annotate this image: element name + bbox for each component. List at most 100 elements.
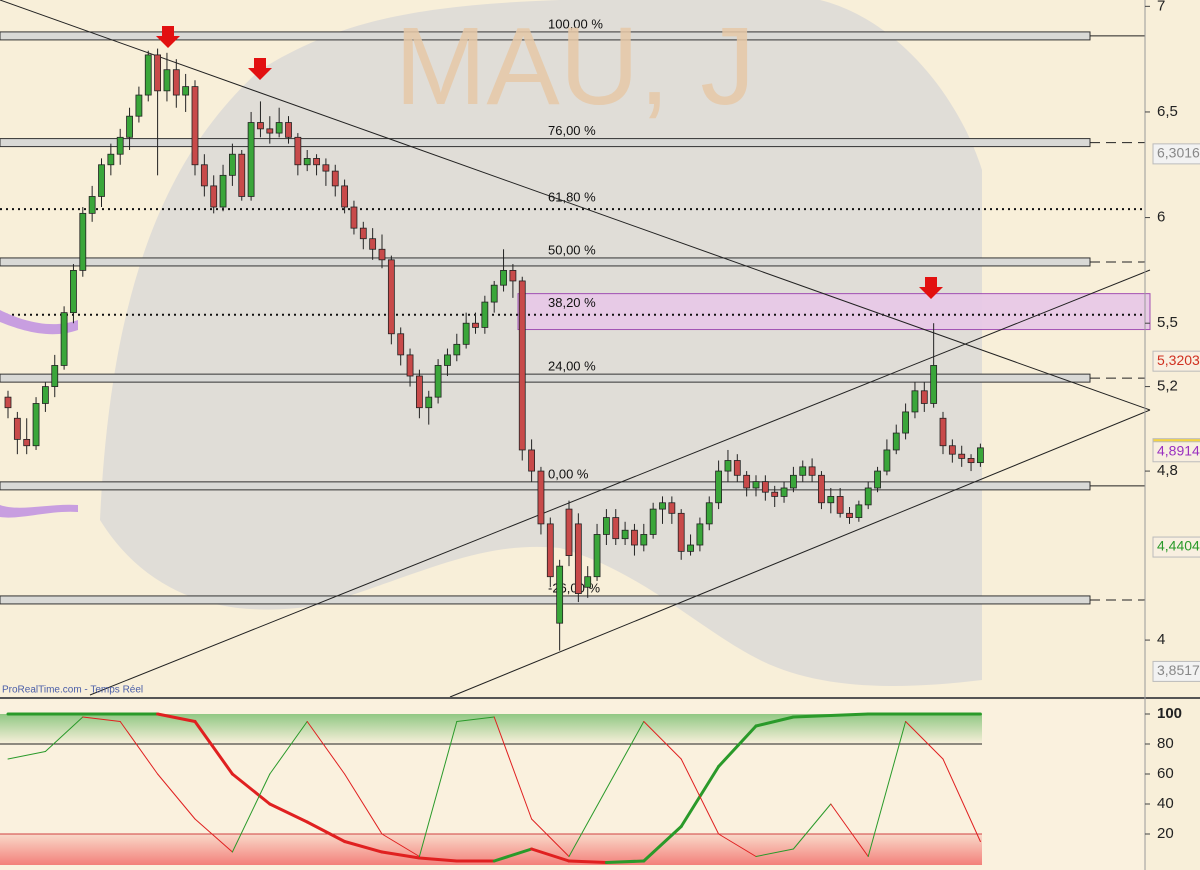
fib-bar (0, 138, 1091, 148)
candle-body (415, 375, 423, 409)
osc-line (718, 833, 757, 857)
osc-line (792, 803, 832, 850)
candle-body (191, 86, 199, 166)
osc-line (492, 847, 534, 863)
osc-line (717, 724, 758, 768)
candle-body (378, 248, 386, 261)
candle-body (303, 158, 311, 166)
price-tag (1152, 441, 1200, 463)
price-tag (1152, 536, 1200, 558)
fib-layer: 100,00 % 76,00 % 61,80 % 50,00 % 38,20 % 24,0… (0, 16, 1145, 605)
candle-body (4, 396, 12, 409)
osc-line (605, 721, 645, 790)
candle-body (210, 185, 218, 208)
osc-line (567, 859, 608, 864)
candle-body (98, 164, 105, 197)
candle-body (715, 470, 722, 504)
fib-label: 100,00 % (548, 16, 603, 31)
osc-line (230, 772, 272, 806)
candle-body (369, 238, 377, 250)
candle-body (509, 269, 517, 282)
osc-tick-label: 60 (1157, 765, 1174, 782)
candle-body (182, 86, 190, 96)
candle-body (434, 365, 442, 398)
fib-bar (0, 373, 1091, 383)
candle-body (490, 284, 498, 303)
osc-tick-label: 100 (1157, 705, 1182, 722)
candle-body (911, 390, 919, 413)
fib-bar (0, 481, 1091, 491)
candle-body (705, 502, 713, 525)
candle-body (163, 69, 171, 92)
osc-line (269, 721, 308, 775)
candle-body (659, 502, 666, 510)
candle-body (500, 269, 507, 286)
candle-body (107, 153, 115, 166)
candle-body (247, 122, 255, 197)
candle-body (88, 196, 96, 214)
candle-body (920, 390, 928, 404)
candle-body (565, 508, 573, 556)
candle-body (200, 164, 208, 187)
fib-label: -26,00 % (548, 580, 600, 595)
candle-body (285, 122, 292, 138)
candle-body (556, 565, 564, 624)
osc-line (755, 848, 794, 857)
candle-body (472, 322, 479, 328)
source-label: ProRealTime.com - Temps Réel (2, 685, 143, 696)
axis-layer: 76,565,55,24,846,30165,32034,9064,89144,… (1145, 0, 1200, 842)
candle-body (855, 504, 863, 518)
osc-line (568, 788, 607, 857)
candle-body (818, 474, 825, 504)
price-tag (1152, 350, 1200, 372)
candle-body (350, 206, 358, 229)
fib-label: 38,20 % (548, 295, 596, 310)
osc-line (754, 715, 795, 728)
osc-line (381, 833, 420, 857)
fib-label: 61,80 % (548, 190, 596, 205)
candle-body (836, 496, 844, 514)
trendline (89, 269, 1151, 696)
osc-tick-label: 40 (1157, 795, 1174, 812)
candle-body (584, 576, 592, 588)
overbought-zone (0, 714, 982, 744)
candle-body (116, 136, 124, 155)
osc-line (643, 721, 682, 760)
candle-body (341, 185, 349, 208)
candle-body (313, 158, 320, 166)
osc-line (157, 773, 196, 820)
signal-arrow (156, 26, 180, 48)
osc-line (942, 758, 981, 842)
y-tick-label: 7 (1157, 0, 1165, 14)
y-tick-label: 6 (1157, 209, 1165, 226)
candle-body (453, 343, 461, 356)
osc-line (791, 714, 833, 719)
candle-body (724, 460, 732, 472)
trendline (449, 409, 1151, 698)
candle-body (144, 54, 152, 96)
osc-line (380, 850, 421, 860)
candle-body (228, 153, 236, 176)
candle-body (930, 365, 938, 404)
candle-body (939, 417, 947, 447)
osc-line (44, 716, 84, 752)
candle-body (603, 517, 610, 535)
candle-body (733, 460, 741, 476)
fib-label: 0,00 % (548, 466, 589, 481)
fib-label: 50,00 % (548, 242, 596, 257)
osc-line (418, 721, 458, 857)
candle-body (780, 487, 788, 497)
price-tag (1152, 143, 1200, 165)
candle-body (528, 449, 535, 472)
y-tick-label: 5,5 (1157, 314, 1178, 331)
osc-line (344, 773, 383, 835)
candle-body (743, 474, 751, 489)
candle-body (481, 301, 489, 328)
price-tag-label: 6,3016 (1157, 145, 1200, 161)
trendline (0, 0, 1151, 411)
candle-layer (4, 48, 984, 651)
candle-body (808, 466, 816, 476)
y-tick-label: 4 (1157, 631, 1165, 648)
candle-body (257, 122, 264, 130)
